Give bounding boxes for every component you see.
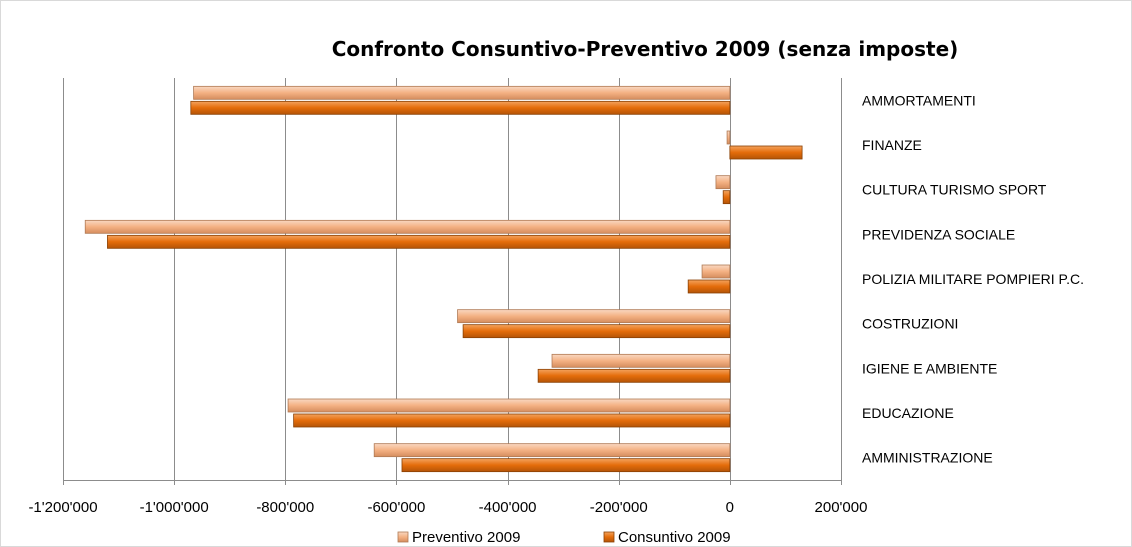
- bar-preventivo: [715, 175, 731, 190]
- bar-preventivo: [701, 264, 731, 279]
- legend: Preventivo 2009 Consuntivo 2009: [397, 529, 731, 546]
- legend-label: Consuntivo 2009: [618, 529, 731, 546]
- category-label: CULTURA TURISMO SPORT: [862, 182, 1047, 198]
- bars-layer: [84, 85, 803, 473]
- category-label: POLIZIA MILITARE POMPIERI P.C.: [862, 271, 1084, 287]
- category-label: AMMORTAMENTI: [862, 92, 976, 108]
- bar-preventivo: [551, 353, 731, 368]
- category-label: COSTRUZIONI: [862, 316, 958, 332]
- category-label: AMMINISTRAZIONE: [862, 450, 993, 466]
- bar-consuntivo: [687, 279, 731, 294]
- bar-preventivo: [193, 85, 731, 100]
- category-label: EDUCAZIONE: [862, 405, 954, 421]
- x-tick-label: -600'000: [367, 499, 425, 516]
- legend-label: Preventivo 2009: [412, 529, 520, 546]
- x-axis: -1'200'000 -1'000'000 -800'000 -600'000 -400…: [28, 499, 867, 516]
- bar-preventivo: [287, 398, 731, 413]
- bar-consuntivo: [722, 190, 731, 205]
- category-label: IGIENE E AMBIENTE: [862, 360, 997, 376]
- bar-consuntivo: [537, 368, 731, 383]
- x-tick-label: -800'000: [256, 499, 314, 516]
- x-tick-label: -1'000'000: [140, 499, 209, 516]
- bar-consuntivo: [729, 145, 803, 160]
- bar-preventivo: [373, 443, 731, 458]
- chart-title: Confronto Consuntivo-Preventivo 2009 (se…: [332, 37, 959, 61]
- bar-consuntivo: [401, 458, 731, 473]
- legend-swatch-consuntivo: [603, 531, 615, 543]
- bar-consuntivo: [462, 324, 731, 339]
- grid-layer: [63, 78, 842, 485]
- bar-preventivo: [84, 219, 731, 234]
- x-tick-label: 200'000: [815, 499, 868, 516]
- bar-preventivo: [457, 309, 731, 324]
- category-label: FINANZE: [862, 137, 922, 153]
- category-labels: AMMORTAMENTI FINANZE CULTURA TURISMO SPORT…: [862, 92, 1084, 465]
- x-tick-label: -400'000: [479, 499, 537, 516]
- bar-consuntivo: [293, 413, 731, 428]
- bar-preventivo: [726, 130, 731, 145]
- x-tick-label: -200'000: [590, 499, 648, 516]
- legend-swatch-preventivo: [397, 531, 409, 543]
- x-tick-label: 0: [726, 499, 734, 516]
- x-tick-label: -1'200'000: [28, 499, 97, 516]
- bar-consuntivo: [107, 234, 731, 249]
- bar-consuntivo: [190, 100, 731, 115]
- category-label: PREVIDENZA SOCIALE: [862, 226, 1015, 242]
